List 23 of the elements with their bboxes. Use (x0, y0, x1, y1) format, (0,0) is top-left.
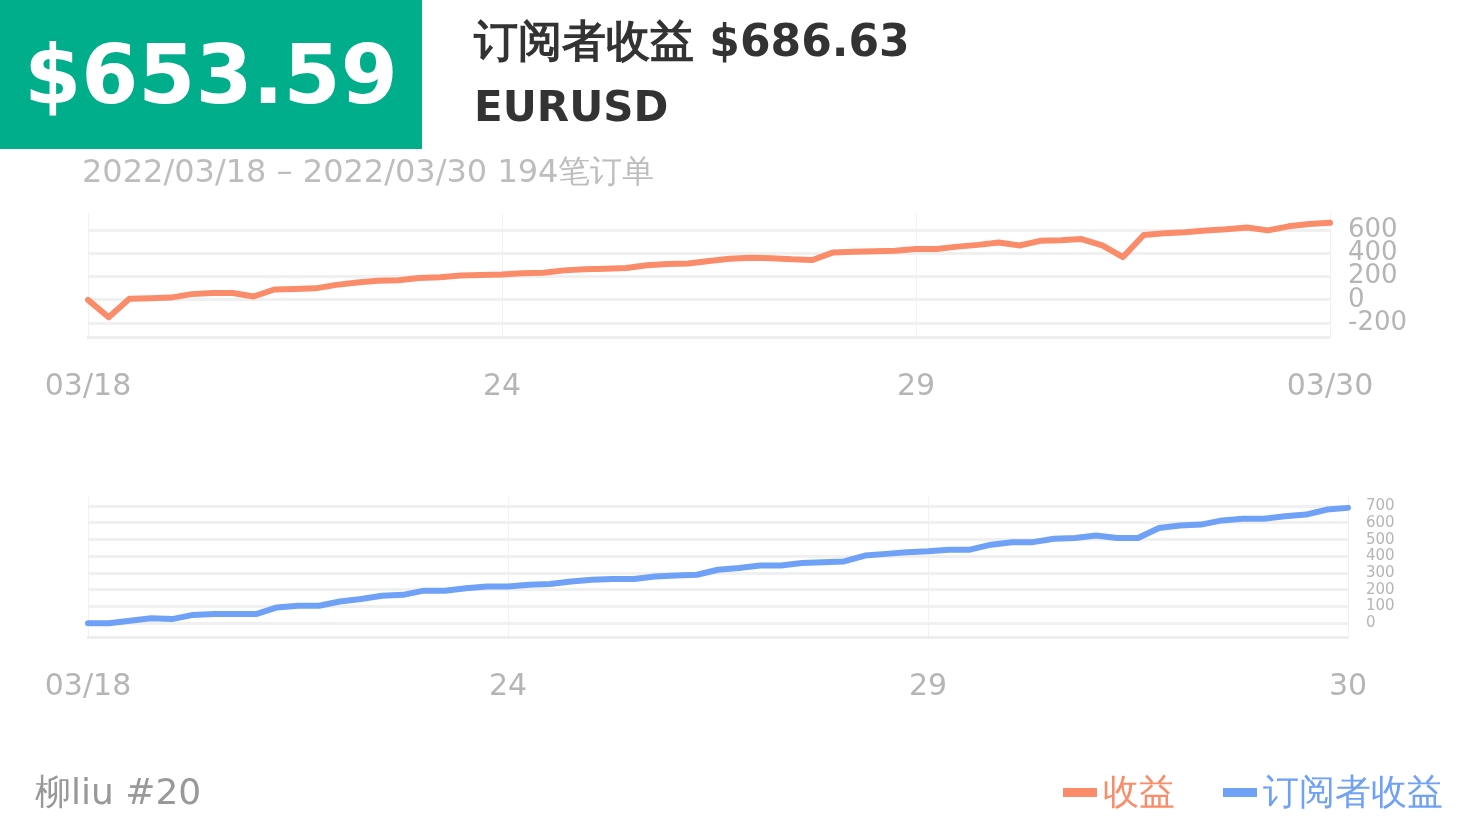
x-tick-label: 24 (482, 366, 522, 402)
text: 柳liu #20 (35, 770, 202, 814)
x-tick-label: 24 (488, 666, 528, 702)
x-tick-label: 29 (896, 366, 936, 402)
x-tick-label: 30 (1328, 666, 1368, 702)
y-tick-label: 200 (1366, 579, 1395, 598)
x-tick-label: 03/30 (1286, 366, 1374, 402)
y-tick-label: 400 (1366, 546, 1395, 565)
text: 2022/03/18 – 2022/03/30 194笔订单 (82, 151, 655, 192)
x-tick-label: 03/18 (44, 366, 132, 402)
x-tick-label: 29 (908, 666, 948, 702)
legend-label: 收益 (1103, 770, 1175, 814)
legend-label: 订阅者收益 (1263, 770, 1443, 814)
y-tick-label: 0 (1366, 613, 1376, 632)
y-tick-label: 500 (1366, 529, 1395, 548)
y-tick-label: 700 (1366, 496, 1395, 515)
y-tick-label: 300 (1366, 563, 1395, 581)
y-tick-label: 600 (1366, 512, 1395, 531)
text: EURUSD (474, 82, 669, 131)
text: $653.59 (24, 27, 398, 122)
y-tick-label: 100 (1366, 596, 1395, 615)
x-tick-label: 03/18 (44, 666, 132, 702)
text: 订阅者收益 $686.63 (474, 14, 910, 68)
